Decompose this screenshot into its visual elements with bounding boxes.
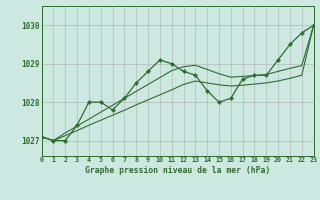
X-axis label: Graphe pression niveau de la mer (hPa): Graphe pression niveau de la mer (hPa): [85, 166, 270, 175]
